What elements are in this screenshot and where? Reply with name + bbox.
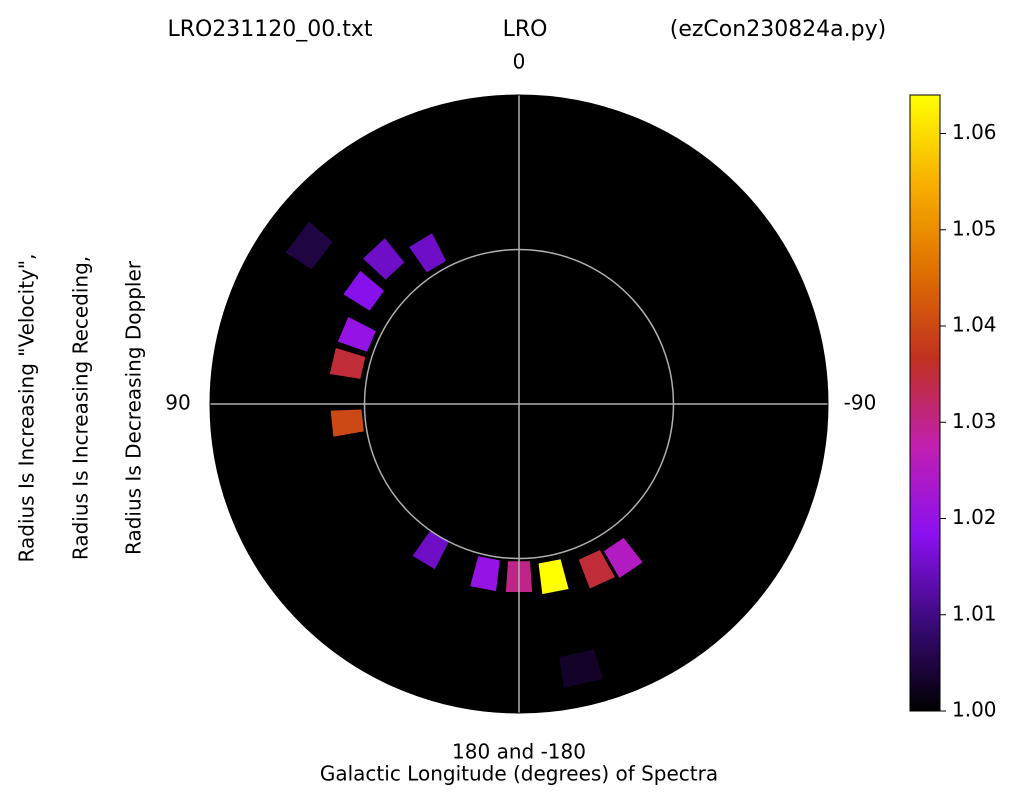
title-right: (ezCon230824a.py) — [670, 17, 886, 42]
x-tick-label: -90 — [844, 391, 877, 415]
colorbar-tick-label: 1.04 — [952, 313, 997, 337]
data-wedge — [412, 530, 449, 570]
data-wedge — [337, 317, 376, 352]
data-wedge — [578, 549, 615, 589]
chart-title: LRO — [503, 17, 548, 42]
data-wedge — [470, 556, 500, 592]
colorbar-tick-label: 1.03 — [952, 409, 997, 433]
data-wedge — [330, 409, 364, 437]
data-wedge — [538, 559, 569, 595]
y-axis-label: Radius Is Increasing Receding, — [69, 256, 93, 560]
colorbar-tick-label: 1.01 — [952, 601, 997, 625]
data-wedge — [329, 347, 366, 379]
data-wedge — [343, 270, 385, 311]
x-tick-label: 90 — [165, 391, 190, 415]
title-left: LRO231120_00.txt — [167, 17, 372, 42]
data-wedge — [559, 649, 604, 688]
colorbar — [909, 94, 941, 712]
data-wedge — [603, 537, 643, 578]
data-wedge — [285, 221, 333, 270]
plot-border — [209, 94, 829, 714]
y-axis-label: Radius Is Increasing "Velocity", — [15, 254, 39, 563]
y-axis-label: Radius Is Decreasing Doppler — [122, 260, 146, 555]
data-wedge — [363, 238, 405, 280]
x-tick-label: 180 and -180 — [452, 740, 586, 764]
colorbar-tick-label: 1.06 — [952, 120, 997, 144]
x-axis-label: Galactic Longitude (degrees) of Spectra — [320, 762, 718, 786]
x-tick-label: 0 — [513, 50, 526, 74]
colorbar-tick-label: 1.02 — [952, 505, 997, 529]
data-wedge — [409, 233, 447, 273]
colorbar-tick-label: 1.00 — [952, 698, 997, 722]
colorbar-tick-label: 1.05 — [952, 216, 997, 240]
